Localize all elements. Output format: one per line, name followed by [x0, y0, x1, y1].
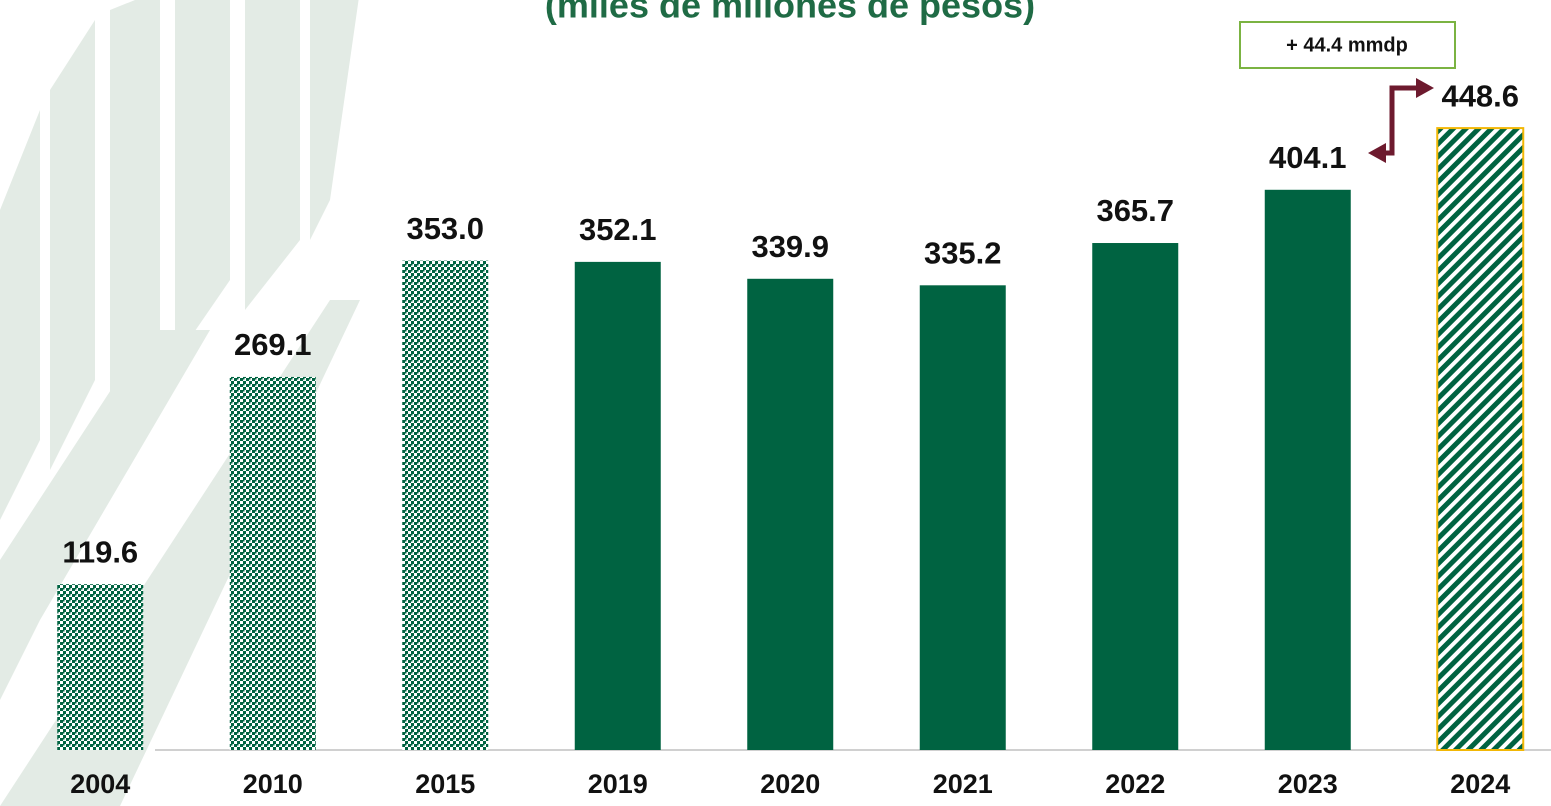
bar: [747, 278, 834, 750]
data-label: 448.6: [1441, 78, 1519, 113]
chart-subtitle: (miles de millones de pesos): [545, 0, 1035, 26]
x-tick-label: 2019: [588, 769, 648, 799]
data-label: 339.9: [751, 229, 829, 264]
x-tick-label: 2021: [933, 769, 993, 799]
data-label: 404.1: [1269, 140, 1347, 175]
bar: [402, 260, 489, 750]
bar: [57, 584, 144, 750]
x-tick-label: 2024: [1450, 769, 1510, 799]
growth-arrow: [1385, 85, 1418, 156]
data-label: 353.0: [406, 211, 484, 246]
data-label: 119.6: [62, 534, 138, 569]
bar: [1092, 243, 1179, 750]
arrowhead: [1368, 143, 1386, 163]
data-label: 269.1: [234, 327, 312, 362]
annotation: + 44.4 mmdp: [1286, 34, 1408, 56]
data-label: 365.7: [1096, 193, 1174, 228]
bar: [574, 261, 661, 750]
data-label: 335.2: [924, 235, 1002, 270]
annotation-box: [1239, 21, 1456, 69]
x-tick-label: 2015: [415, 769, 475, 799]
bar: [919, 285, 1006, 750]
x-tick-label: 2004: [70, 769, 130, 799]
x-tick-label: 2020: [760, 769, 820, 799]
x-tick-label: 2010: [243, 769, 303, 799]
bar: [229, 376, 316, 750]
arrowhead: [1416, 78, 1434, 98]
x-tick-label: 2022: [1105, 769, 1165, 799]
x-tick-label: 2023: [1278, 769, 1338, 799]
bar: [1264, 189, 1351, 751]
data-label: 352.1: [579, 212, 657, 247]
bar: [1436, 127, 1525, 751]
